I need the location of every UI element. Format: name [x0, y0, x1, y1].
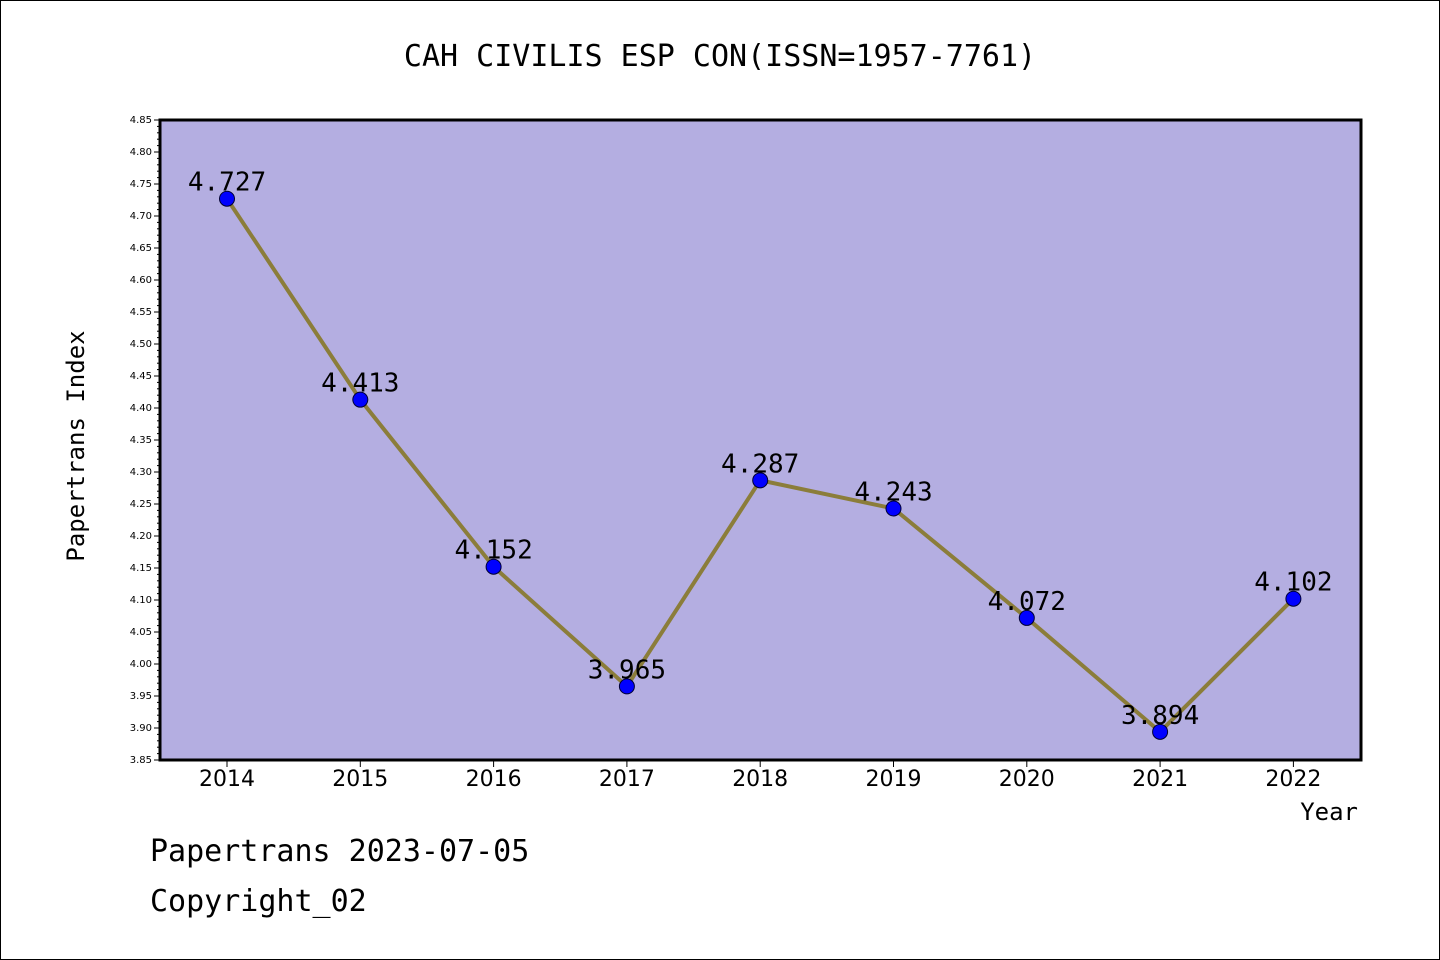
- y-tick-label: 4.60: [130, 275, 152, 286]
- data-label: 3.965: [588, 655, 666, 685]
- data-point: [752, 472, 769, 489]
- x-tick-label: 2022: [1265, 767, 1321, 792]
- data-label: 4.152: [454, 536, 532, 566]
- y-tick-label: 4.25: [130, 499, 152, 510]
- x-tick-label: 2016: [466, 767, 522, 792]
- y-tick-label: 4.70: [130, 211, 152, 222]
- y-tick-label: 3.85: [130, 755, 152, 766]
- data-point: [352, 391, 369, 408]
- y-tick-label: 4.35: [130, 435, 152, 446]
- y-tick-label: 4.55: [130, 307, 152, 318]
- data-point: [1018, 609, 1035, 626]
- data-point: [618, 678, 635, 695]
- y-tick-label: 3.95: [130, 691, 152, 702]
- y-tick-label: 4.20: [130, 531, 152, 542]
- x-tick-label: 2021: [1132, 767, 1188, 792]
- y-tick-label: 4.40: [130, 403, 152, 414]
- x-tick-label: 2018: [732, 767, 788, 792]
- data-label: 4.287: [721, 449, 799, 479]
- y-tick-label: 4.50: [130, 339, 152, 350]
- y-axis-label: Papertrans Index: [62, 330, 90, 561]
- y-tick-label: 4.15: [130, 563, 152, 574]
- x-tick-label: 2014: [199, 767, 255, 792]
- data-label: 3.894: [1121, 701, 1199, 731]
- y-tick-label: 4.65: [130, 243, 152, 254]
- x-axis: 2014 2015 2016 2017 2018 2019 2020 2021 2022: [199, 760, 1321, 792]
- y-tick-label: 4.10: [130, 595, 152, 606]
- data-label: 4.727: [188, 168, 266, 198]
- data-point: [1152, 723, 1169, 740]
- data-label: 4.072: [988, 587, 1066, 617]
- series-group: 4.727 4.413 4.152 3.965 4.287 4.243 4.072 3.894…: [188, 168, 1333, 740]
- y-axis: 3.85 3.90 3.95 4.00 4.05 4.10 4.15 4.20 4.25 4.30…: [130, 115, 160, 766]
- x-axis-label: Year: [1300, 798, 1358, 826]
- data-point: [1285, 590, 1302, 607]
- chart-title: CAH CIVILIS ESP CON(ISSN=1957-7761): [404, 39, 1036, 74]
- data-point: [485, 558, 502, 575]
- data-point: [219, 190, 235, 207]
- y-tick-label: 3.90: [130, 723, 152, 734]
- data-label: 4.243: [854, 477, 932, 507]
- data-point: [885, 500, 902, 517]
- x-tick-label: 2015: [332, 767, 388, 792]
- footer-date: Papertrans 2023-07-05: [150, 834, 530, 869]
- x-tick-label: 2020: [999, 767, 1055, 792]
- y-tick-label: 4.45: [130, 371, 152, 382]
- footer-copyright: Copyright_02: [150, 884, 367, 919]
- y-tick-label: 4.80: [130, 147, 152, 158]
- plot-area: [158, 118, 1363, 762]
- y-tick-label: 4.30: [130, 467, 152, 478]
- y-tick-label: 4.75: [130, 179, 152, 190]
- y-tick-label: 4.00: [130, 659, 152, 670]
- x-tick-label: 2017: [599, 767, 655, 792]
- y-tick-label: 4.05: [130, 627, 152, 638]
- y-tick-label: 4.85: [130, 115, 152, 126]
- data-label: 4.102: [1254, 568, 1332, 598]
- x-tick-label: 2019: [866, 767, 922, 792]
- data-label: 4.413: [321, 369, 399, 399]
